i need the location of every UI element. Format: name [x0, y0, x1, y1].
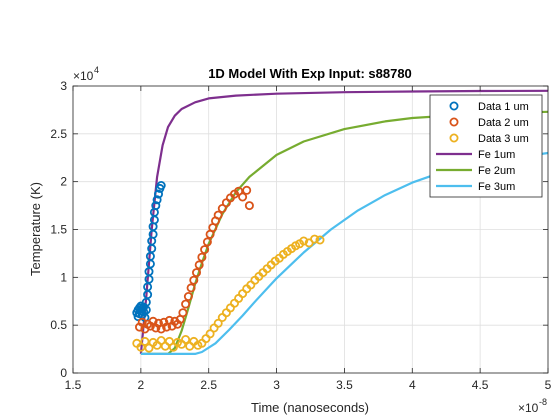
tick-layer: 1.5 2 2.5 3 3.5 4 4.5 5 0 0.5 1 1.5 2 2.5 3: [50, 79, 551, 392]
legend: Data 1 um Data 2 um Data 3 um Fe 1um Fe 2um F…: [429, 94, 543, 198]
data-point: [244, 201, 254, 211]
y-tick-label: 3: [60, 79, 67, 93]
x-tick-label: 3: [273, 378, 280, 392]
data-point: [299, 236, 309, 246]
data-point: [136, 342, 146, 352]
legend-marker: [449, 117, 459, 127]
series-markers-data-2-um: [134, 185, 254, 334]
data-point: [238, 192, 248, 202]
y-tick-label: 2.5: [50, 127, 67, 141]
legend-item: Data 1 um: [449, 101, 529, 113]
data-point: [164, 336, 174, 346]
data-point: [178, 308, 188, 318]
x-tick-label: 3.5: [336, 378, 353, 392]
y-axis-label: Temperature (K): [28, 182, 43, 276]
legend-item: Data 3 um: [449, 133, 529, 145]
data-point: [144, 343, 154, 353]
legend-label: Fe 2um: [478, 165, 515, 177]
series-markers-data-1-um: [132, 180, 166, 322]
data-point: [151, 201, 161, 211]
x-exponent: ×10 -8: [518, 397, 547, 415]
data-point: [156, 335, 166, 345]
data-point: [140, 336, 150, 346]
data-point: [310, 234, 320, 244]
series-markers-data-3-um: [132, 234, 325, 353]
data-point: [189, 275, 199, 285]
x-tick-label: 4.5: [472, 378, 489, 392]
x-exponent-power: -8: [539, 397, 547, 407]
data-point: [242, 185, 252, 195]
data-point: [186, 283, 196, 293]
data-point: [183, 291, 193, 301]
data-point: [315, 235, 325, 245]
series-layer: [132, 89, 549, 355]
data-point: [213, 318, 223, 328]
legend-item: Data 2 um: [449, 117, 529, 129]
data-point: [202, 237, 212, 247]
data-point: [234, 186, 244, 196]
data-point: [191, 268, 201, 278]
legend-marker: [449, 101, 459, 111]
data-point: [213, 210, 223, 220]
chart-title: 1D Model With Exp Input: s88780: [208, 66, 412, 81]
data-point: [181, 299, 191, 309]
x-tick-label: 2.5: [200, 378, 217, 392]
legend-item: Fe 3um: [436, 181, 515, 193]
y-exponent: ×10 4: [73, 65, 99, 83]
data-point: [181, 334, 191, 344]
data-point: [200, 245, 210, 255]
y-exponent-power: 4: [94, 65, 99, 75]
data-point: [152, 195, 162, 205]
legend-items: Data 1 um Data 2 um Data 3 um Fe 1um Fe 2um F…: [436, 101, 529, 193]
legend-item: Fe 2um: [436, 165, 515, 177]
data-point: [156, 180, 166, 190]
x-tick-label: 5: [545, 378, 552, 392]
legend-box: [429, 94, 543, 198]
x-tick-label: 2: [138, 378, 145, 392]
y-tick-label: 1.5: [50, 223, 67, 237]
legend-label: Fe 3um: [478, 181, 515, 193]
data-point: [194, 260, 204, 270]
x-exponent-base: ×10: [518, 401, 539, 415]
legend-label: Data 2 um: [478, 117, 529, 129]
data-point: [153, 189, 163, 199]
legend-label: Data 1 um: [478, 101, 529, 113]
data-point: [217, 203, 227, 213]
legend-item: Fe 1um: [436, 149, 515, 161]
x-tick-label: 1.5: [65, 378, 82, 392]
x-tick-label: 4: [409, 378, 416, 392]
legend-label: Fe 1um: [478, 149, 515, 161]
legend-label: Data 3 um: [478, 133, 529, 145]
data-point: [197, 252, 207, 262]
y-tick-label: 1: [60, 270, 67, 284]
y-tick-label: 0: [60, 366, 67, 380]
data-point: [205, 329, 215, 339]
y-tick-label: 0.5: [50, 318, 67, 332]
legend-marker: [449, 133, 459, 143]
y-tick-label: 2: [60, 175, 67, 189]
y-exponent-base: ×10: [73, 69, 94, 83]
x-axis-label: Time (nanoseconds): [251, 400, 369, 415]
